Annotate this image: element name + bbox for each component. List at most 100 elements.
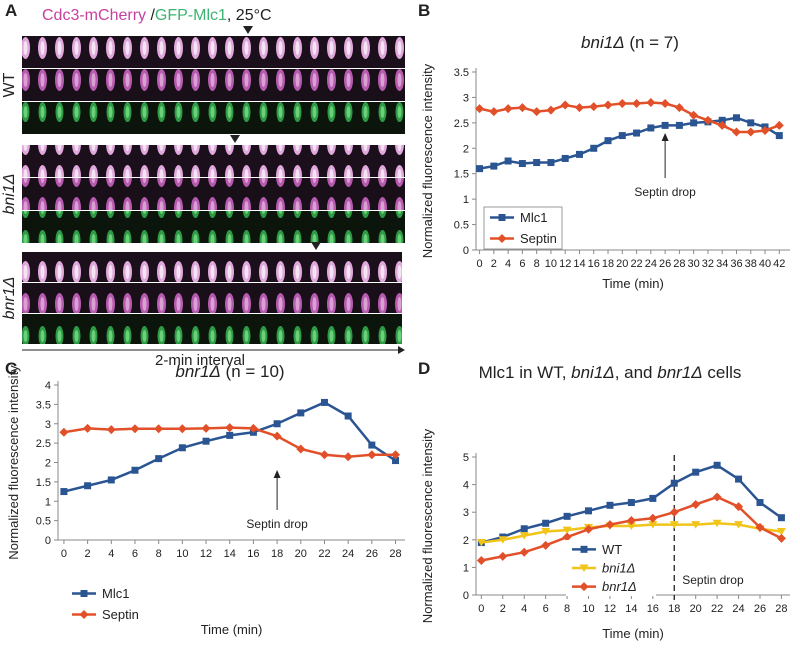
point bbox=[718, 116, 726, 124]
series-line bbox=[479, 116, 780, 170]
x-tick-label: 20 bbox=[690, 603, 702, 615]
annotation-text: Septin drop bbox=[246, 517, 308, 531]
x-tick-label: 14 bbox=[224, 548, 236, 560]
point bbox=[626, 515, 636, 525]
point bbox=[154, 424, 164, 434]
x-axis-label: Time (min) bbox=[602, 276, 664, 291]
point bbox=[713, 461, 721, 469]
point bbox=[674, 103, 684, 113]
x-tick-label: 22 bbox=[318, 548, 330, 560]
point bbox=[273, 420, 281, 428]
point bbox=[735, 475, 743, 483]
point bbox=[84, 482, 92, 490]
x-tick-label: 20 bbox=[616, 258, 628, 270]
point bbox=[675, 121, 683, 129]
point bbox=[774, 120, 784, 130]
y-axis-label: Normalized fluorescence intensity bbox=[420, 428, 435, 623]
x-tick-label: 18 bbox=[271, 548, 283, 560]
image-strip bbox=[22, 283, 402, 313]
x-tick-label: 6 bbox=[132, 548, 138, 560]
legend-box bbox=[483, 206, 563, 250]
x-tick-label: 0 bbox=[61, 548, 67, 560]
x-tick-label: 16 bbox=[588, 258, 600, 270]
title-part: (n = 10) bbox=[221, 362, 285, 381]
point bbox=[670, 479, 678, 487]
point bbox=[605, 520, 615, 530]
point bbox=[617, 99, 627, 109]
y-tick-label: 3 bbox=[45, 419, 51, 431]
point bbox=[712, 492, 722, 502]
y-axis-label: Normalized fluorescence intensity bbox=[420, 63, 435, 258]
row-label: WT bbox=[1, 72, 18, 97]
point bbox=[297, 409, 305, 417]
point bbox=[131, 466, 139, 474]
point bbox=[272, 431, 282, 441]
legend: Mlc1 Septin bbox=[66, 583, 150, 625]
image-strip bbox=[22, 36, 405, 68]
point bbox=[504, 157, 512, 165]
point bbox=[296, 444, 306, 454]
y-tick-label: 3 bbox=[463, 507, 469, 519]
point bbox=[560, 100, 570, 110]
legend-label: Mlc1 bbox=[520, 210, 547, 225]
y-tick-label: 1.5 bbox=[36, 477, 51, 489]
point bbox=[776, 528, 786, 536]
point bbox=[83, 423, 93, 433]
line-chart: bni1Δ (n = 7)00.511.522.533.50 2 4 6 8 10 12 14… bbox=[420, 33, 790, 291]
point bbox=[476, 556, 486, 565]
y-tick-label: 0.5 bbox=[36, 516, 51, 528]
point bbox=[777, 514, 785, 522]
point bbox=[776, 533, 786, 543]
x-tick-label: 4 bbox=[108, 548, 114, 560]
x-tick-label: 8 bbox=[534, 258, 540, 270]
point bbox=[475, 104, 485, 114]
chart-title: bnr1Δ (n = 10) bbox=[175, 362, 284, 381]
point bbox=[756, 499, 764, 507]
title-part: , and bbox=[615, 363, 658, 382]
point bbox=[503, 104, 513, 114]
arrowhead bbox=[230, 135, 240, 143]
legend-marker bbox=[579, 582, 589, 592]
arrowhead bbox=[398, 346, 405, 354]
y-tick-label: 0 bbox=[45, 535, 51, 547]
x-tick-label: 28 bbox=[673, 258, 685, 270]
x-tick-label: 28 bbox=[775, 603, 787, 615]
x-tick-label: 26 bbox=[366, 548, 378, 560]
point bbox=[533, 159, 541, 167]
x-tick-label: 20 bbox=[295, 548, 307, 560]
legend: WT bni1Δ bnr1Δ bbox=[566, 540, 656, 596]
x-tick-label: 22 bbox=[630, 258, 642, 270]
point bbox=[646, 98, 656, 108]
legend-box bbox=[66, 583, 150, 625]
x-tick-label: 8 bbox=[156, 548, 162, 560]
point bbox=[498, 551, 508, 561]
point bbox=[498, 536, 508, 544]
x-tick-label: 14 bbox=[625, 603, 637, 615]
title-part: Mlc1 in WT, bbox=[479, 363, 572, 382]
y-tick-label: 2 bbox=[45, 458, 51, 470]
point bbox=[248, 423, 258, 433]
x-tick-label: 38 bbox=[745, 258, 757, 270]
title-part: , 25°C bbox=[227, 7, 272, 24]
x-tick-label: 34 bbox=[716, 258, 728, 270]
point bbox=[661, 121, 669, 129]
y-tick-label: 5 bbox=[463, 452, 469, 464]
x-tick-label: 12 bbox=[559, 258, 571, 270]
x-tick-label: 6 bbox=[519, 258, 525, 270]
title-part: bnr1Δ bbox=[175, 362, 220, 381]
point bbox=[562, 532, 572, 542]
legend-label: Septin bbox=[520, 231, 557, 246]
x-tick-label: 0 bbox=[477, 258, 483, 270]
point bbox=[618, 132, 626, 140]
point bbox=[542, 519, 550, 527]
image-strip bbox=[22, 178, 405, 210]
x-tick-label: 24 bbox=[732, 603, 744, 615]
point bbox=[603, 100, 613, 110]
point bbox=[574, 103, 584, 113]
point bbox=[747, 119, 755, 127]
y-tick-label: 3.5 bbox=[36, 399, 51, 411]
micrograph bbox=[22, 26, 405, 354]
point bbox=[734, 521, 744, 529]
point bbox=[626, 522, 636, 530]
y-tick-label: 1 bbox=[463, 562, 469, 574]
